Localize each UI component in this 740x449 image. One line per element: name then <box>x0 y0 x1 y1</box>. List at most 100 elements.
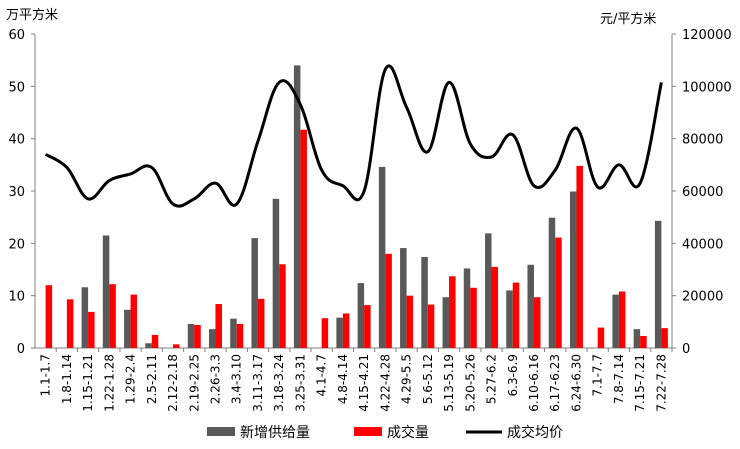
supply-bar <box>208 329 216 348</box>
deal-volume-bar <box>151 334 159 348</box>
supply-bar <box>251 238 258 348</box>
supply-bar <box>124 309 131 348</box>
bars <box>45 65 668 349</box>
x-tick-label: 4.29-5.5 <box>400 354 414 404</box>
x-tick-label: 3.25-3.31 <box>293 354 307 412</box>
x-tick-label: 7.1-7.7 <box>591 354 605 397</box>
x-tick-label: 7.15-7.21 <box>633 354 647 412</box>
y-tick-label: 60 <box>8 28 25 43</box>
supply-bar <box>357 283 365 348</box>
deal-volume-bar <box>597 327 605 348</box>
x-tick-label: 6.24-6.30 <box>569 354 583 412</box>
x-tick-label: 6.10-6.16 <box>527 354 541 412</box>
x-tick-label: 4.8-4.14 <box>336 354 350 404</box>
x-tick-label: 2.19-2.25 <box>187 354 201 412</box>
deal-volume-bar <box>533 297 541 348</box>
legend-swatch <box>354 427 382 436</box>
x-tick-label: 1.8-1.14 <box>60 354 74 404</box>
x-tick-label: 4.22-4.28 <box>378 354 392 412</box>
x-tick-label: 2.12-2.18 <box>166 354 180 412</box>
supply-bar <box>336 317 343 348</box>
y2-tick-label: 20000 <box>682 290 723 305</box>
deal-volume-bar <box>576 165 583 348</box>
deal-volume-bar <box>236 323 244 348</box>
left-axis-unit: 万平方米 <box>6 8 59 23</box>
deal-volume-bar <box>173 344 180 348</box>
supply-bar <box>569 191 577 348</box>
x-tick-label: 2.5-2.11 <box>145 354 159 404</box>
deal-volume-bar <box>109 284 116 348</box>
deal-volume-bar <box>342 313 350 348</box>
supply-bar <box>463 268 471 348</box>
deal-volume-bar <box>470 287 477 348</box>
supply-bar <box>421 256 428 348</box>
legend-swatch <box>207 427 235 436</box>
supply-bar <box>633 329 641 348</box>
deal-volume-bar <box>66 299 74 348</box>
tick-labels: 0 10 20 30 40 50 60 0 20000 40000 60000 80000 100000… <box>8 28 731 412</box>
deal-volume-bar <box>449 276 456 348</box>
y-tick-label: 40 <box>8 133 25 148</box>
supply-bar <box>230 318 237 348</box>
y-tick-label: 10 <box>8 290 25 305</box>
supply-bar <box>612 294 619 348</box>
x-tick-label: 7.22-7.28 <box>654 354 668 412</box>
y-tick-label: 0 <box>17 342 25 357</box>
deal-volume-bar <box>45 285 53 348</box>
x-tick-label: 3.4-3.10 <box>230 354 244 404</box>
supply-bar <box>506 290 513 348</box>
x-tick-label: 2.26-3.3 <box>208 354 222 404</box>
y2-tick-label: 40000 <box>682 237 723 252</box>
deal-volume-bar <box>661 328 668 348</box>
supply-bar <box>145 343 152 348</box>
x-tick-label: 1.22-1.28 <box>102 354 116 412</box>
supply-bar <box>187 323 195 348</box>
right-axis-unit: 元/平方米 <box>600 12 657 27</box>
supply-bar <box>548 217 556 348</box>
deal-volume-bar <box>406 295 414 348</box>
legend-item-avg-price: 成交均价 <box>466 424 563 441</box>
y2-tick-label: 100000 <box>682 80 732 95</box>
y2-tick-label: 80000 <box>682 133 723 148</box>
supply-bar <box>378 166 386 348</box>
deal-volume-bar <box>321 318 329 348</box>
x-tick-label: 5.13-5.19 <box>442 354 456 412</box>
deal-volume-bar <box>640 335 647 348</box>
supply-bar <box>293 65 301 349</box>
deal-volume-bar <box>364 305 371 348</box>
deal-volume-bar <box>130 294 138 348</box>
y2-tick-label: 0 <box>682 342 690 357</box>
deal-volume-bar <box>215 304 222 348</box>
x-tick-label: 6.17-6.23 <box>548 354 562 412</box>
x-tick-label: 5.20-5.26 <box>463 354 477 412</box>
deal-volume-bar <box>257 298 265 348</box>
legend-item-volume: 成交量 <box>354 424 429 441</box>
legend-item-supply: 新增供给量 <box>207 425 310 441</box>
legend-label: 成交量 <box>387 424 429 441</box>
y-tick-label: 20 <box>8 237 25 252</box>
y2-tick-label: 120000 <box>682 28 732 43</box>
x-tick-label: 6.3-6.9 <box>506 354 520 397</box>
deal-volume-bar <box>618 291 626 348</box>
y-tick-label: 50 <box>8 80 25 95</box>
supply-bar <box>81 287 89 348</box>
x-tick-label: 3.18-3.24 <box>272 354 286 412</box>
deal-volume-bar <box>427 304 435 348</box>
supply-bar <box>527 264 534 348</box>
x-tick-label: 3.11-3.17 <box>251 354 265 412</box>
x-tick-label: 4.15-4.21 <box>357 354 371 412</box>
deal-volume-bar <box>512 282 520 348</box>
deal-volume-bar <box>88 311 95 348</box>
x-tick-label: 4.1-4.7 <box>315 354 329 397</box>
deal-volume-bar <box>300 129 307 348</box>
deal-volume-bar <box>491 266 499 348</box>
x-tick-label: 1.1-1.7 <box>39 354 53 397</box>
supply-bar <box>654 220 662 348</box>
x-tick-label: 5.6-5.12 <box>421 354 435 404</box>
x-tick-label: 1.29-2.4 <box>124 354 138 404</box>
deal-volume-bar <box>555 237 562 348</box>
supply-bar <box>442 297 450 348</box>
deal-volume-bar <box>279 264 286 348</box>
supply-bar <box>272 198 280 348</box>
